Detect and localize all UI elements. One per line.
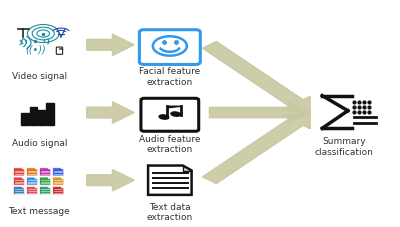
Polygon shape — [148, 166, 192, 195]
Polygon shape — [61, 168, 64, 170]
Polygon shape — [87, 35, 134, 56]
Polygon shape — [27, 168, 38, 176]
Polygon shape — [202, 42, 310, 113]
Polygon shape — [53, 177, 64, 185]
Polygon shape — [27, 177, 38, 185]
Bar — [22, 113, 28, 125]
Text: Text message: Text message — [8, 206, 70, 215]
Text: ((•)): ((•)) — [25, 44, 46, 54]
Polygon shape — [61, 187, 64, 188]
Polygon shape — [48, 168, 51, 170]
Polygon shape — [40, 168, 51, 176]
Text: Audio signal: Audio signal — [12, 139, 67, 148]
Polygon shape — [22, 168, 25, 170]
FancyBboxPatch shape — [141, 99, 199, 132]
Polygon shape — [22, 177, 25, 179]
Polygon shape — [40, 177, 51, 185]
Text: Text data
extraction: Text data extraction — [147, 202, 193, 221]
Polygon shape — [35, 168, 38, 170]
Polygon shape — [27, 187, 38, 195]
Polygon shape — [87, 170, 134, 191]
Bar — [38, 111, 45, 125]
Polygon shape — [202, 113, 310, 184]
Polygon shape — [210, 103, 310, 123]
Polygon shape — [14, 168, 25, 176]
Polygon shape — [183, 166, 192, 171]
Polygon shape — [87, 102, 134, 124]
Ellipse shape — [171, 112, 180, 117]
Polygon shape — [61, 177, 64, 179]
Bar — [46, 104, 54, 125]
Text: Facial feature
extraction: Facial feature extraction — [139, 67, 200, 86]
Polygon shape — [48, 187, 51, 188]
Polygon shape — [53, 168, 64, 176]
FancyBboxPatch shape — [56, 48, 63, 55]
Bar — [30, 107, 37, 125]
Polygon shape — [48, 177, 51, 179]
Polygon shape — [40, 187, 51, 195]
Text: Video signal: Video signal — [12, 72, 67, 80]
Polygon shape — [14, 187, 25, 195]
Text: Audio feature
extraction: Audio feature extraction — [139, 134, 200, 154]
Polygon shape — [35, 187, 38, 188]
FancyBboxPatch shape — [139, 31, 200, 65]
Ellipse shape — [159, 115, 169, 120]
Polygon shape — [14, 177, 25, 185]
Text: Summary
classification: Summary classification — [314, 137, 373, 156]
Polygon shape — [22, 187, 25, 188]
Polygon shape — [35, 177, 38, 179]
Polygon shape — [53, 187, 64, 195]
